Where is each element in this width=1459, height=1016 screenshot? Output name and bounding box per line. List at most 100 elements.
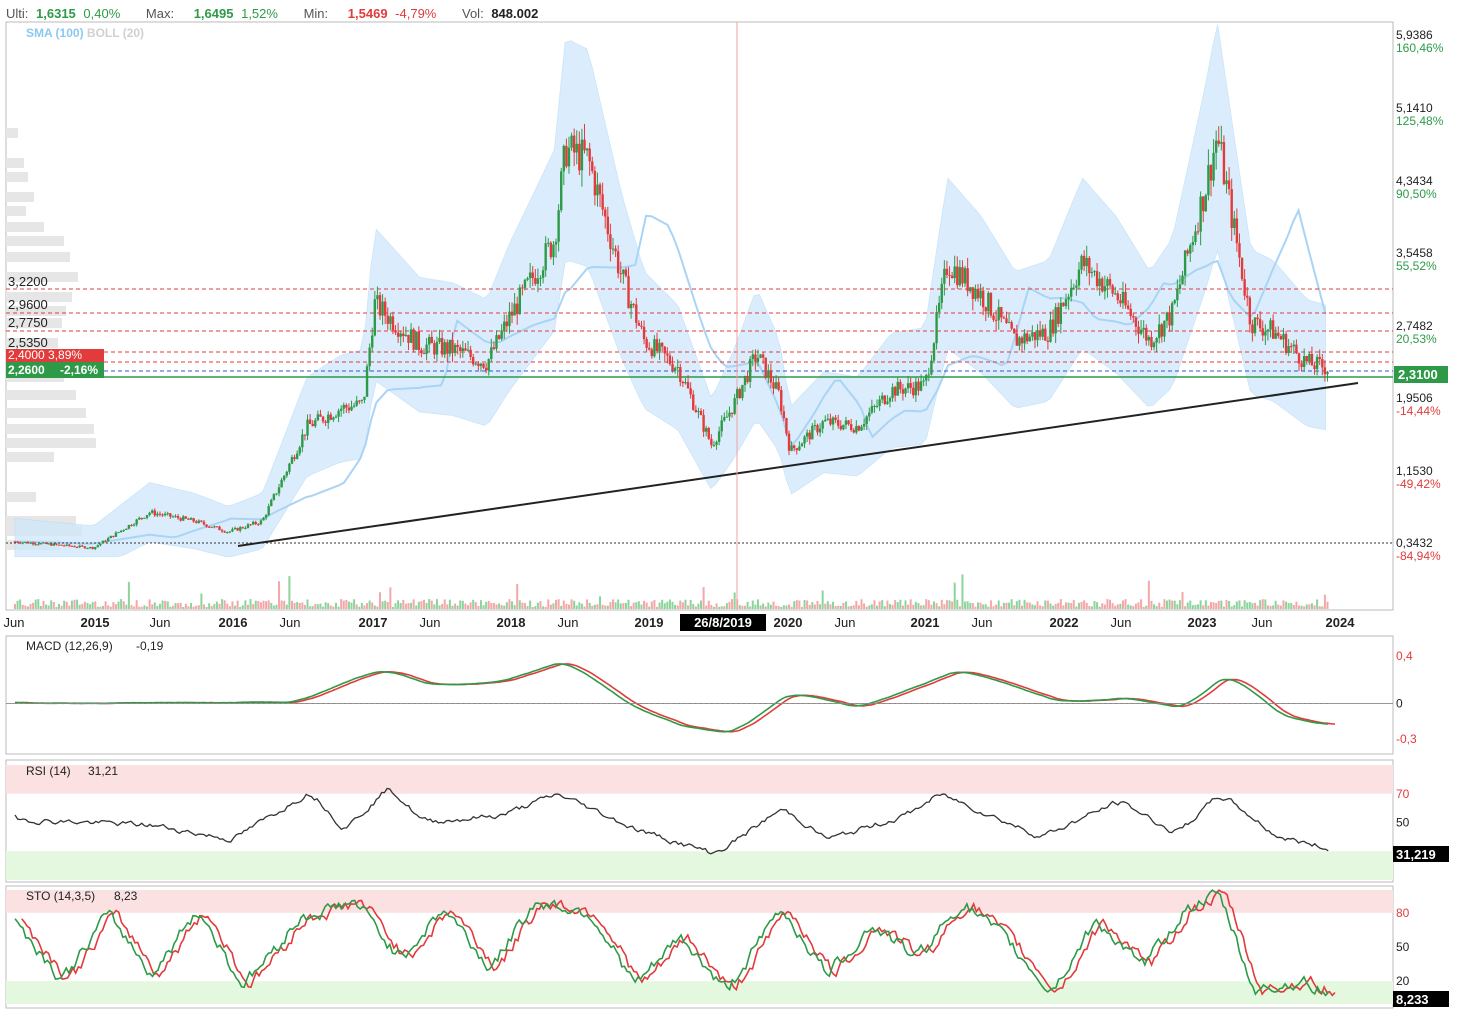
volume-bar — [599, 596, 602, 609]
candle-body — [1067, 296, 1070, 300]
boll-legend[interactable]: BOLL (20) — [86, 26, 145, 40]
min-pct: -4,79% — [395, 6, 437, 21]
indicator-legend[interactable]: SMA (100) BOLL (20) — [26, 26, 144, 40]
date-axis-label: 2016 — [219, 615, 248, 630]
candle-body — [528, 272, 532, 279]
candle-body — [122, 529, 125, 531]
volume-bar — [246, 604, 249, 609]
volume-bar — [767, 602, 770, 609]
volume-bar — [340, 599, 343, 609]
volume-bar — [1225, 599, 1228, 609]
volume-bar — [1251, 603, 1254, 609]
volume-profile-bar — [6, 452, 54, 462]
volume-bar — [231, 601, 234, 609]
volume-bar — [1184, 606, 1187, 609]
price-axis-tick: 3,5458 — [1396, 246, 1433, 260]
candle-body — [1082, 255, 1086, 267]
volume-bar — [588, 602, 591, 609]
volume-bar — [1134, 603, 1137, 609]
candle-body — [1191, 241, 1195, 246]
candle-body — [339, 408, 343, 411]
volume-bar — [107, 605, 110, 609]
candle-body — [153, 510, 156, 516]
volume-profile-bar — [6, 306, 66, 316]
candle-body — [1313, 365, 1316, 370]
candle-body — [55, 543, 58, 545]
volume-bar — [749, 606, 752, 609]
volume-profile-bar — [6, 172, 28, 182]
candle-body — [497, 335, 501, 339]
candle-body — [1300, 363, 1303, 367]
vol-label: Vol: — [462, 6, 484, 21]
candle-body — [210, 526, 213, 528]
pct-axis-tick: 90,50% — [1396, 187, 1437, 201]
candle-body — [182, 516, 185, 521]
candle-body — [769, 370, 773, 383]
candle-body — [870, 406, 874, 413]
candle-body — [598, 184, 602, 195]
candle-body — [629, 303, 633, 309]
candle-body — [404, 334, 408, 336]
volume-bar — [1052, 605, 1055, 609]
volume-bar — [210, 606, 213, 609]
sto-value: 8,23 — [114, 889, 138, 903]
volume-bar — [223, 600, 226, 609]
candle-body — [637, 322, 641, 326]
candle-body — [373, 299, 377, 336]
volume-bar — [803, 600, 806, 609]
candle-body — [1010, 322, 1013, 329]
volume-bar — [89, 604, 92, 609]
candle-body — [415, 331, 418, 350]
candle-body — [648, 347, 651, 350]
candle-body — [868, 412, 871, 417]
level-label: 2,9600 — [8, 297, 48, 312]
volume-bar — [208, 603, 211, 609]
macd-main-line — [14, 663, 1329, 733]
volume-bar — [800, 606, 803, 609]
candle-body — [1217, 140, 1220, 144]
candle-body — [500, 330, 503, 339]
rsi-axis-tick: 50 — [1396, 816, 1410, 830]
candle-body — [539, 277, 542, 279]
candle-body — [383, 301, 387, 316]
volume-bar — [394, 603, 397, 609]
candle-body — [1271, 320, 1275, 339]
candle-body — [163, 513, 167, 516]
volume-bar — [16, 600, 19, 609]
volume-bar — [609, 602, 612, 609]
candle-body — [145, 515, 149, 518]
candle-body — [1129, 308, 1132, 317]
candle-body — [777, 382, 780, 390]
volume-bar — [922, 605, 925, 609]
min-label: Min: — [303, 6, 329, 21]
candle-body — [47, 543, 50, 545]
candle-body — [360, 399, 364, 401]
candle-body — [257, 523, 260, 525]
volume-bar — [728, 601, 731, 609]
volume-bar — [938, 606, 941, 609]
volume-bar — [265, 601, 268, 609]
candle-body — [632, 303, 635, 305]
candle-body — [614, 248, 617, 252]
volume-bar — [1023, 599, 1026, 609]
volume-bar — [448, 599, 451, 609]
current-price-tag: 2,3100 — [1398, 367, 1438, 382]
volume-bar — [534, 606, 537, 609]
volume-bar — [156, 606, 159, 609]
candle-body — [790, 445, 793, 451]
volume-bar — [878, 601, 881, 609]
date-axis-label: 2024 — [1326, 615, 1356, 630]
volume-bar — [24, 605, 27, 609]
volume-bar — [184, 603, 187, 609]
candle-body — [834, 417, 837, 420]
volume-bar — [953, 582, 956, 609]
candle-body — [171, 516, 175, 518]
candle-body — [1090, 272, 1094, 274]
volume-bar — [1241, 606, 1244, 609]
sma-legend[interactable]: SMA (100) — [26, 26, 84, 40]
volume-bar — [1103, 604, 1106, 609]
volume-bar — [1129, 605, 1132, 609]
sto-panel-frame — [5, 885, 1394, 1009]
